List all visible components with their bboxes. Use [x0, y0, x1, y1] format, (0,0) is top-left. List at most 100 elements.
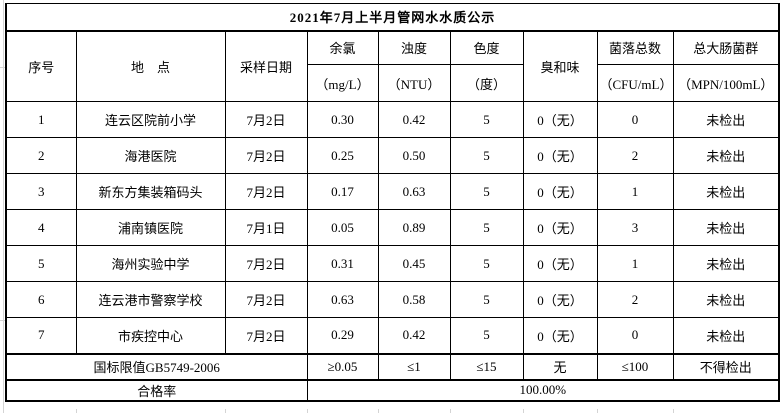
cell-odor: 0（无） [522, 101, 598, 138]
col-header-turbidity: 浊度 [377, 30, 451, 65]
cell-chlorine: 0.31 [306, 245, 379, 282]
cell-odor: 0（无） [522, 173, 598, 210]
cell-location: 海州实验中学 [75, 245, 226, 282]
cell-turbidity: 0.45 [377, 245, 451, 282]
cell-coliform: 未检出 [672, 317, 780, 354]
cell-date: 7月1日 [224, 209, 308, 246]
cell-bacteria: 0 [596, 101, 674, 138]
cell-location: 新东方集装箱码头 [75, 173, 226, 210]
sheet-gridline [307, 409, 308, 413]
cell-odor: 0（无） [522, 209, 598, 246]
cell-location: 海港医院 [75, 137, 226, 174]
standard-turbidity: ≤1 [377, 352, 451, 380]
cell-location: 浦南镇医院 [75, 209, 226, 246]
cell-coliform: 未检出 [672, 137, 780, 174]
col-header-coliform: 总大肠菌群 [672, 30, 780, 65]
table-row: 4 浦南镇医院 7月1日 0.05 0.89 5 0（无） 3 未检出 [5, 209, 780, 246]
cell-index: 6 [5, 281, 77, 318]
cell-bacteria: 2 [596, 281, 674, 318]
cell-date: 7月2日 [224, 317, 308, 354]
cell-turbidity: 0.50 [377, 137, 451, 174]
cell-chlorine: 0.29 [306, 317, 379, 354]
cell-color: 5 [449, 209, 524, 246]
cell-coliform: 未检出 [672, 281, 780, 318]
col-unit-chlorine: （mg/L） [306, 64, 379, 102]
cell-chlorine: 0.25 [306, 137, 379, 174]
col-unit-coliform: （MPN/100mL） [672, 64, 780, 102]
cell-turbidity: 0.42 [377, 317, 451, 354]
col-header-date: 采样日期 [224, 30, 308, 102]
table-row: 6 连云港市警察学校 7月2日 0.63 0.58 5 0（无） 2 未检出 [5, 281, 780, 318]
cell-index: 3 [5, 173, 77, 210]
col-header-color: 色度 [449, 30, 524, 65]
header-row-1: 序号 地 点 采样日期 余氯 浊度 色度 臭和味 菌落总数 总大肠菌群 [5, 30, 780, 102]
cell-index: 1 [5, 101, 77, 138]
sheet-gridline [673, 409, 674, 413]
cell-date: 7月2日 [224, 137, 308, 174]
cell-color: 5 [449, 317, 524, 354]
cell-bacteria: 2 [596, 137, 674, 174]
cell-coliform: 未检出 [672, 245, 780, 282]
cell-turbidity: 0.89 [377, 209, 451, 246]
cell-turbidity: 0.63 [377, 173, 451, 210]
col-header-index: 序号 [5, 30, 77, 102]
standard-limit-label: 国标限值GB5749-2006 [5, 352, 308, 380]
cell-color: 5 [449, 245, 524, 282]
col-header-odor: 臭和味 [522, 30, 598, 102]
cell-bacteria: 1 [596, 173, 674, 210]
standard-color: ≤15 [449, 352, 524, 380]
cell-chlorine: 0.63 [306, 281, 379, 318]
sheet-gridline [3, 0, 4, 413]
title-row: 2021年7月上半月管网水水质公示 [5, 3, 780, 32]
standard-coliform: 不得检出 [672, 352, 780, 380]
cell-color: 5 [449, 101, 524, 138]
standard-odor: 无 [522, 352, 598, 380]
cell-location: 连云区院前小学 [75, 101, 226, 138]
cell-date: 7月2日 [224, 281, 308, 318]
sheet-gridline [523, 409, 524, 413]
sheet-gridline [450, 409, 451, 413]
sheet-gridline [378, 409, 379, 413]
sheet-gridline [0, 67, 5, 68]
cell-odor: 0（无） [522, 245, 598, 282]
standard-bacteria: ≤100 [596, 352, 674, 380]
standard-chlorine: ≥0.05 [306, 352, 379, 380]
col-unit-bacteria: （CFU/mL） [596, 64, 674, 102]
cell-chlorine: 0.17 [306, 173, 379, 210]
table-row: 2 海港医院 7月2日 0.25 0.50 5 0（无） 2 未检出 [5, 137, 780, 174]
standard-limit-row: 国标限值GB5749-2006 ≥0.05 ≤1 ≤15 无 ≤100 不得检出 [5, 352, 780, 380]
table-row: 3 新东方集装箱码头 7月2日 0.17 0.63 5 0（无） 1 未检出 [5, 173, 780, 210]
sheet-gridline [597, 409, 598, 413]
water-quality-table: 2021年7月上半月管网水水质公示 序号 地 点 采样日期 余氯 浊度 色度 臭… [5, 3, 781, 402]
cell-odor: 0（无） [522, 281, 598, 318]
cell-coliform: 未检出 [672, 209, 780, 246]
table-row: 5 海州实验中学 7月2日 0.31 0.45 5 0（无） 1 未检出 [5, 245, 780, 282]
cell-date: 7月2日 [224, 101, 308, 138]
cell-color: 5 [449, 173, 524, 210]
pass-rate-row: 合格率 100.00% [5, 378, 780, 401]
cell-index: 7 [5, 317, 77, 354]
pass-rate-value: 100.00% [306, 378, 780, 401]
sheet-gridline [76, 409, 77, 413]
col-header-location: 地 点 [75, 30, 226, 102]
pass-rate-label: 合格率 [5, 378, 308, 401]
header-row-2: （mg/L） （NTU） （度） （CFU/mL） （MPN/100mL） [6, 64, 780, 102]
cell-turbidity: 0.58 [377, 281, 451, 318]
cell-chlorine: 0.30 [306, 101, 379, 138]
cell-date: 7月2日 [224, 245, 308, 282]
cell-index: 5 [5, 245, 77, 282]
cell-coliform: 未检出 [672, 173, 780, 210]
col-header-chlorine: 余氯 [306, 30, 379, 65]
sheet-gridline [0, 320, 5, 321]
col-header-bacteria: 菌落总数 [596, 30, 674, 65]
cell-bacteria: 1 [596, 245, 674, 282]
cell-index: 4 [5, 209, 77, 246]
col-unit-color: （度） [449, 64, 524, 102]
cell-odor: 0（无） [522, 317, 598, 354]
col-unit-turbidity: （NTU） [377, 64, 451, 102]
cell-odor: 0（无） [522, 137, 598, 174]
table-row: 1 连云区院前小学 7月2日 0.30 0.42 5 0（无） 0 未检出 [5, 101, 780, 138]
cell-coliform: 未检出 [672, 101, 780, 138]
cell-chlorine: 0.05 [306, 209, 379, 246]
